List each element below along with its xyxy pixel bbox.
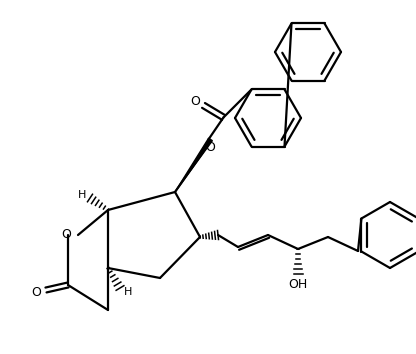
Text: H: H <box>124 287 132 297</box>
Text: O: O <box>191 95 201 108</box>
Text: H: H <box>78 190 86 200</box>
Polygon shape <box>175 138 212 192</box>
Text: O: O <box>31 285 41 298</box>
Text: O: O <box>61 228 71 241</box>
Text: OH: OH <box>288 278 307 291</box>
Text: O: O <box>206 141 215 154</box>
